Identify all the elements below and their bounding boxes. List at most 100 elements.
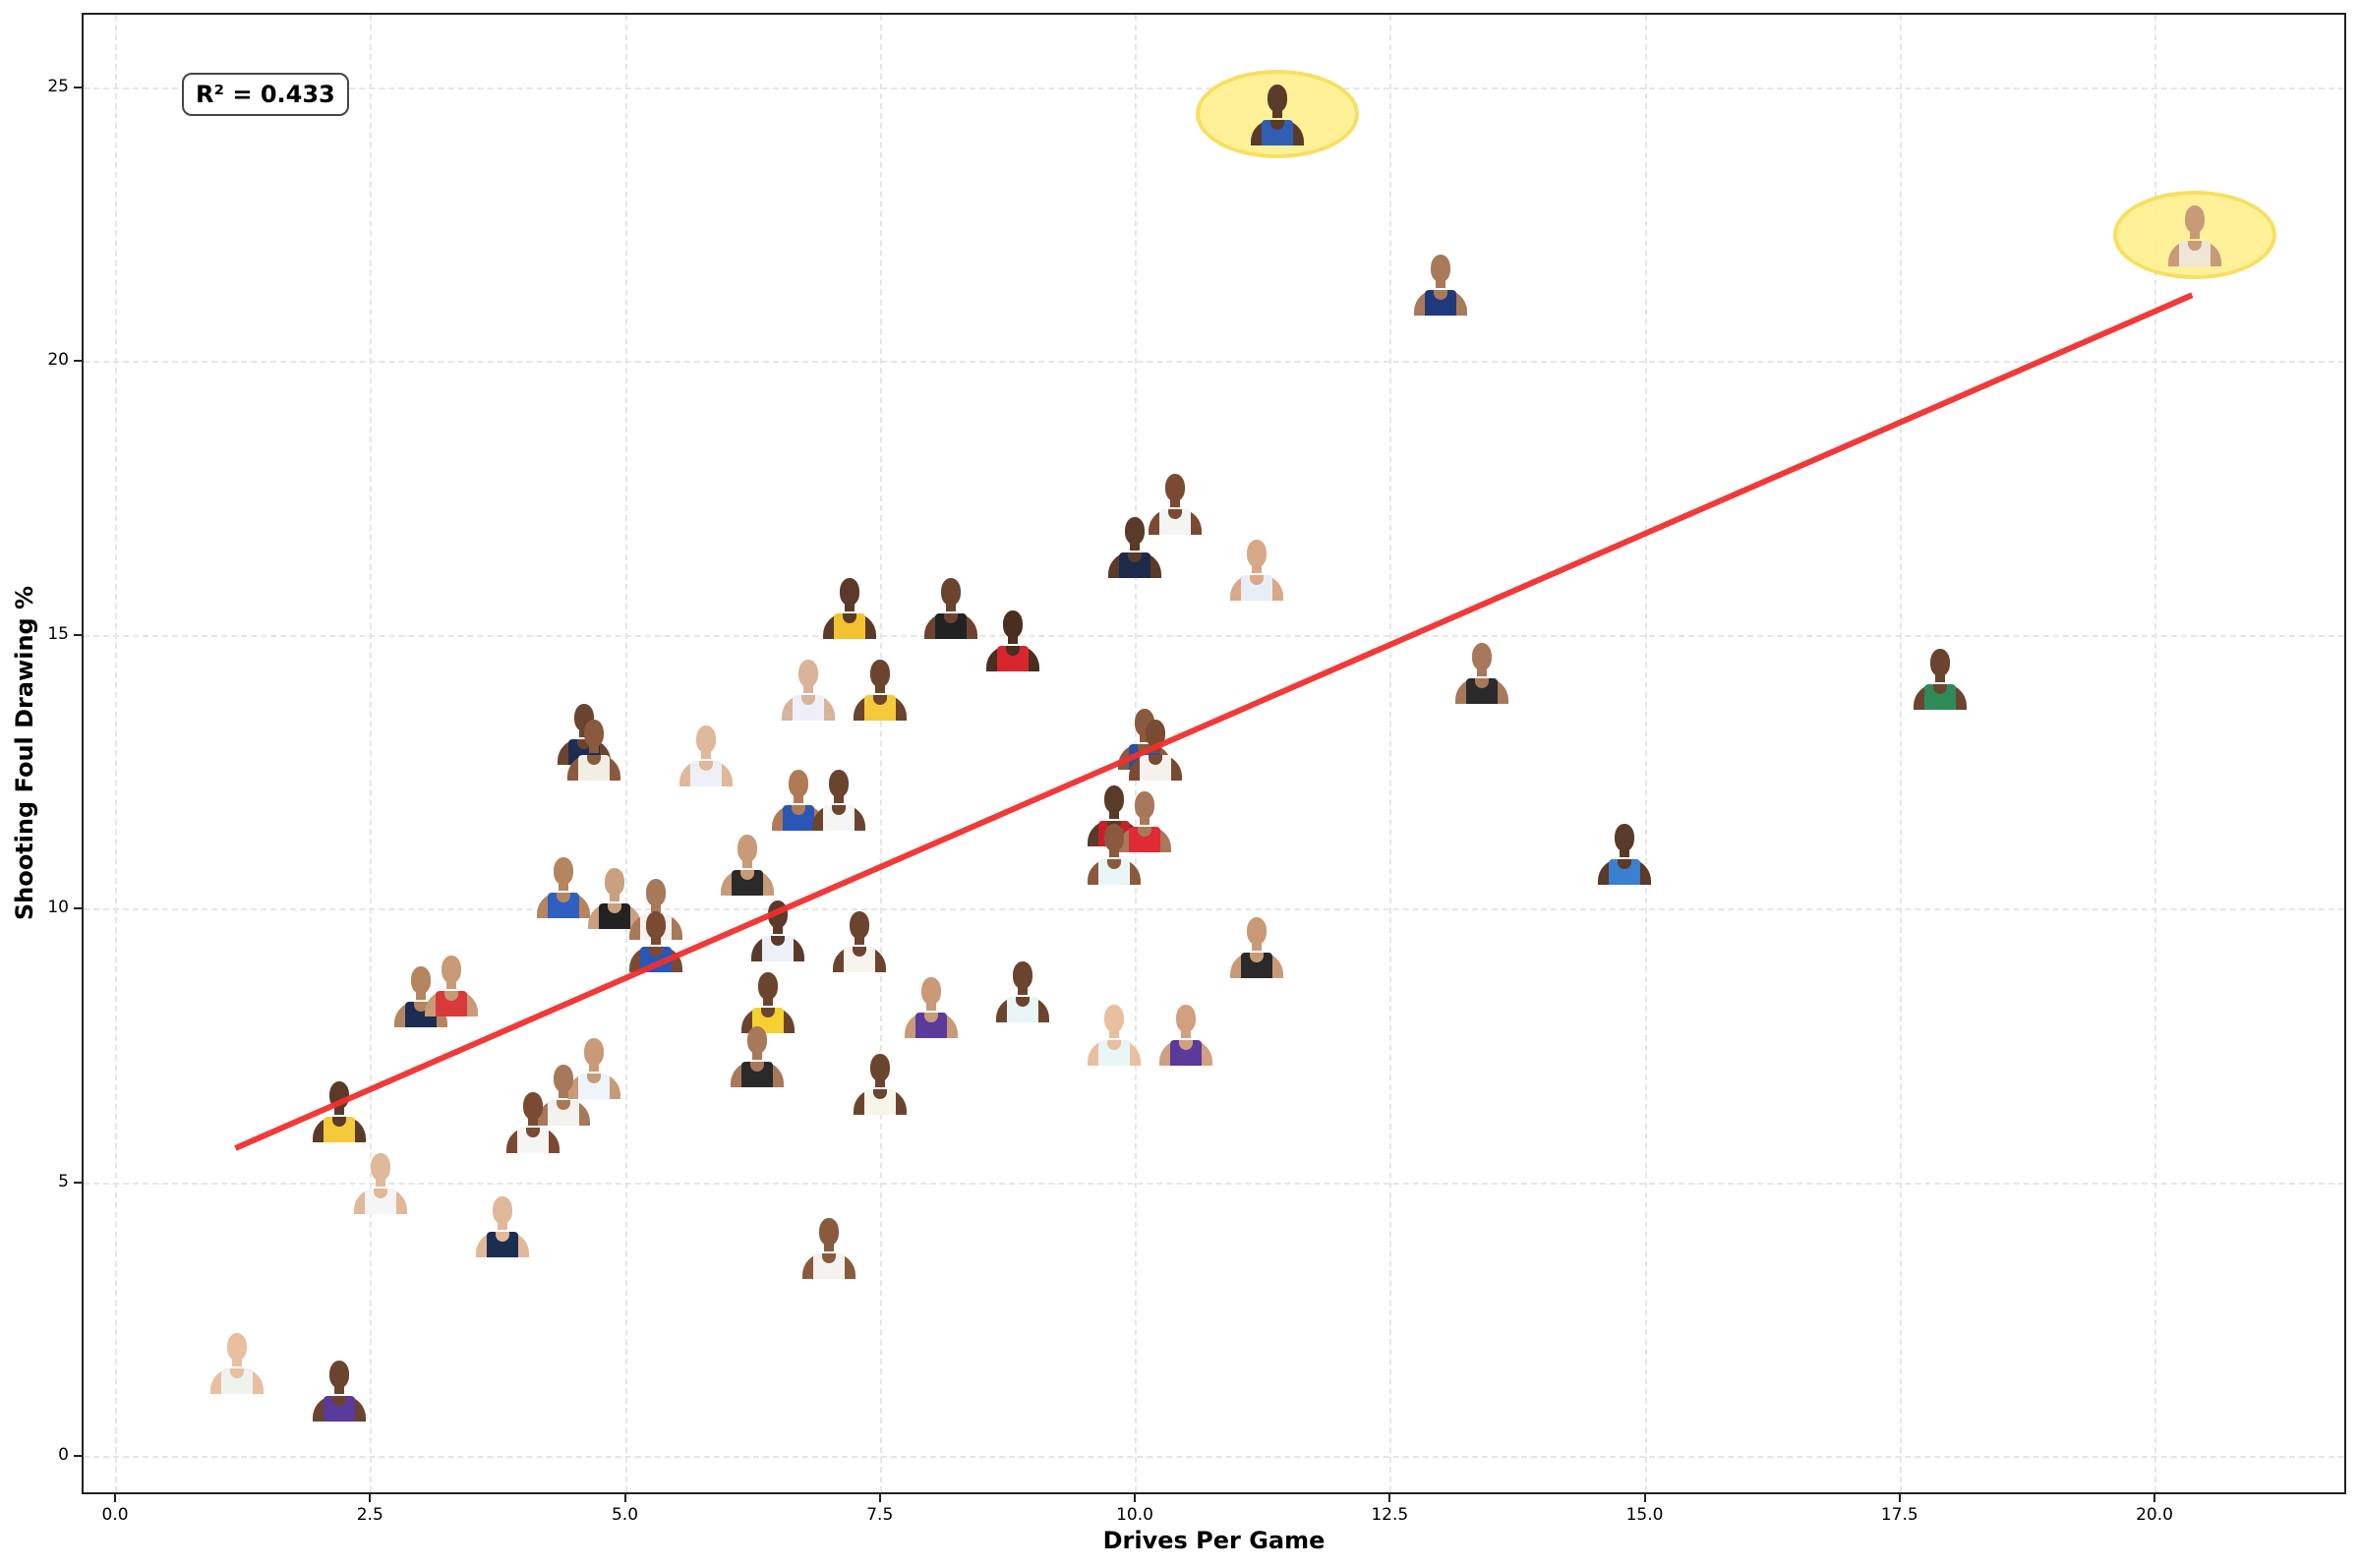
y-tick-mark [74,1455,82,1457]
grid-line-vertical [879,15,882,1492]
player-headshot-marker [678,724,735,787]
x-tick-mark [2153,1494,2155,1502]
player-headshot-marker [535,855,592,918]
x-tick-mark [1898,1494,1901,1502]
player-head [1471,643,1492,671]
player-headshot-marker [627,909,684,973]
grid-line-vertical [1899,15,1902,1492]
y-tick-label: 10 [47,898,69,917]
player-collar [332,1396,347,1407]
y-tick-mark [74,1181,82,1184]
x-tick-label: 20.0 [2136,1505,2173,1525]
player-head [850,911,869,940]
player-headshot-marker [1086,822,1143,886]
player-head [370,1152,390,1181]
player-headshot-marker [1127,718,1184,782]
x-tick-label: 2.5 [356,1505,383,1525]
player-collar [821,1253,836,1264]
player-headshot-marker [903,975,960,1039]
player-headshot-marker [780,658,837,722]
x-tick-mark [114,1494,116,1502]
player-head [788,769,808,797]
player-headshot-marker [311,1079,368,1143]
x-tick-label: 5.0 [611,1505,639,1525]
grid-line-vertical [115,15,117,1492]
y-axis-label: Shooting Foul Drawing % [11,585,38,921]
x-tick-mark [1388,1494,1391,1502]
grid-line-horizontal [84,1182,2344,1185]
player-head [1012,960,1032,989]
player-head [605,867,625,896]
player-headshot-marker [831,909,888,973]
player-collar [1015,996,1030,1007]
player-headshot-marker [719,833,776,897]
grid-line-vertical [370,15,373,1492]
y-tick-mark [74,907,82,909]
player-head [493,1196,513,1225]
player-head [1165,473,1186,501]
player-headshot-marker [423,954,480,1016]
player-head [1104,824,1125,852]
player-headshot-marker [1086,1003,1143,1067]
player-head [645,879,666,906]
x-tick-label: 15.0 [1625,1505,1664,1525]
y-tick-mark [74,86,82,88]
player-head [941,577,962,606]
player-head [1247,916,1268,945]
x-axis-label: Drives Per Game [1102,1527,1326,1554]
player-head [798,660,819,688]
player-head [920,977,941,1006]
player-head [329,1361,350,1389]
player-head [1247,539,1268,567]
player-collar [791,804,805,815]
player-headshot-marker [1596,822,1653,886]
player-headshot-marker [2166,203,2223,266]
grid-line-vertical [624,15,627,1492]
player-head [554,1065,574,1093]
player-collar [1270,120,1285,131]
player-head [1268,85,1288,113]
player-head [747,1026,768,1055]
player-headshot-marker [1912,647,1969,711]
player-collar [842,612,856,623]
player-neck [334,1384,345,1395]
player-head [554,856,574,885]
plot-area [82,13,2346,1494]
x-tick-mark [1134,1494,1136,1502]
player-head [442,955,462,983]
player-head [869,660,890,688]
player-head [1614,824,1634,852]
x-tick-label: 0.0 [101,1505,129,1525]
player-neck [2190,228,2201,239]
grid-line-horizontal [84,1456,2344,1458]
player-headshot-marker [352,1151,409,1214]
player-head [696,726,717,754]
player-headshot-marker [729,1024,786,1088]
player-head [227,1333,248,1362]
grid-line-horizontal [84,361,2344,363]
grid-line-horizontal [84,908,2344,910]
player-head [1145,720,1165,748]
player-head [1930,649,1951,677]
player-neck [1272,108,1283,119]
player-head [1125,517,1145,546]
player-head [757,971,778,1000]
x-tick-mark [1643,1494,1646,1502]
x-tick-mark [369,1494,372,1502]
grid-line-horizontal [84,634,2344,637]
player-headshot-marker [739,970,796,1033]
player-head [645,911,666,940]
player-neck [375,1176,385,1187]
player-neck [498,1220,508,1231]
player-headshot-marker [1228,915,1285,978]
player-headshot-marker [800,1216,857,1280]
x-tick-mark [878,1494,881,1502]
player-neck [232,1357,243,1367]
player-head [329,1081,350,1110]
player-head [1175,1005,1196,1033]
player-headshot-marker [984,609,1041,672]
x-tick-label: 17.5 [1880,1505,1918,1525]
player-collar [496,1232,510,1243]
player-headshot-marker [1106,515,1163,579]
